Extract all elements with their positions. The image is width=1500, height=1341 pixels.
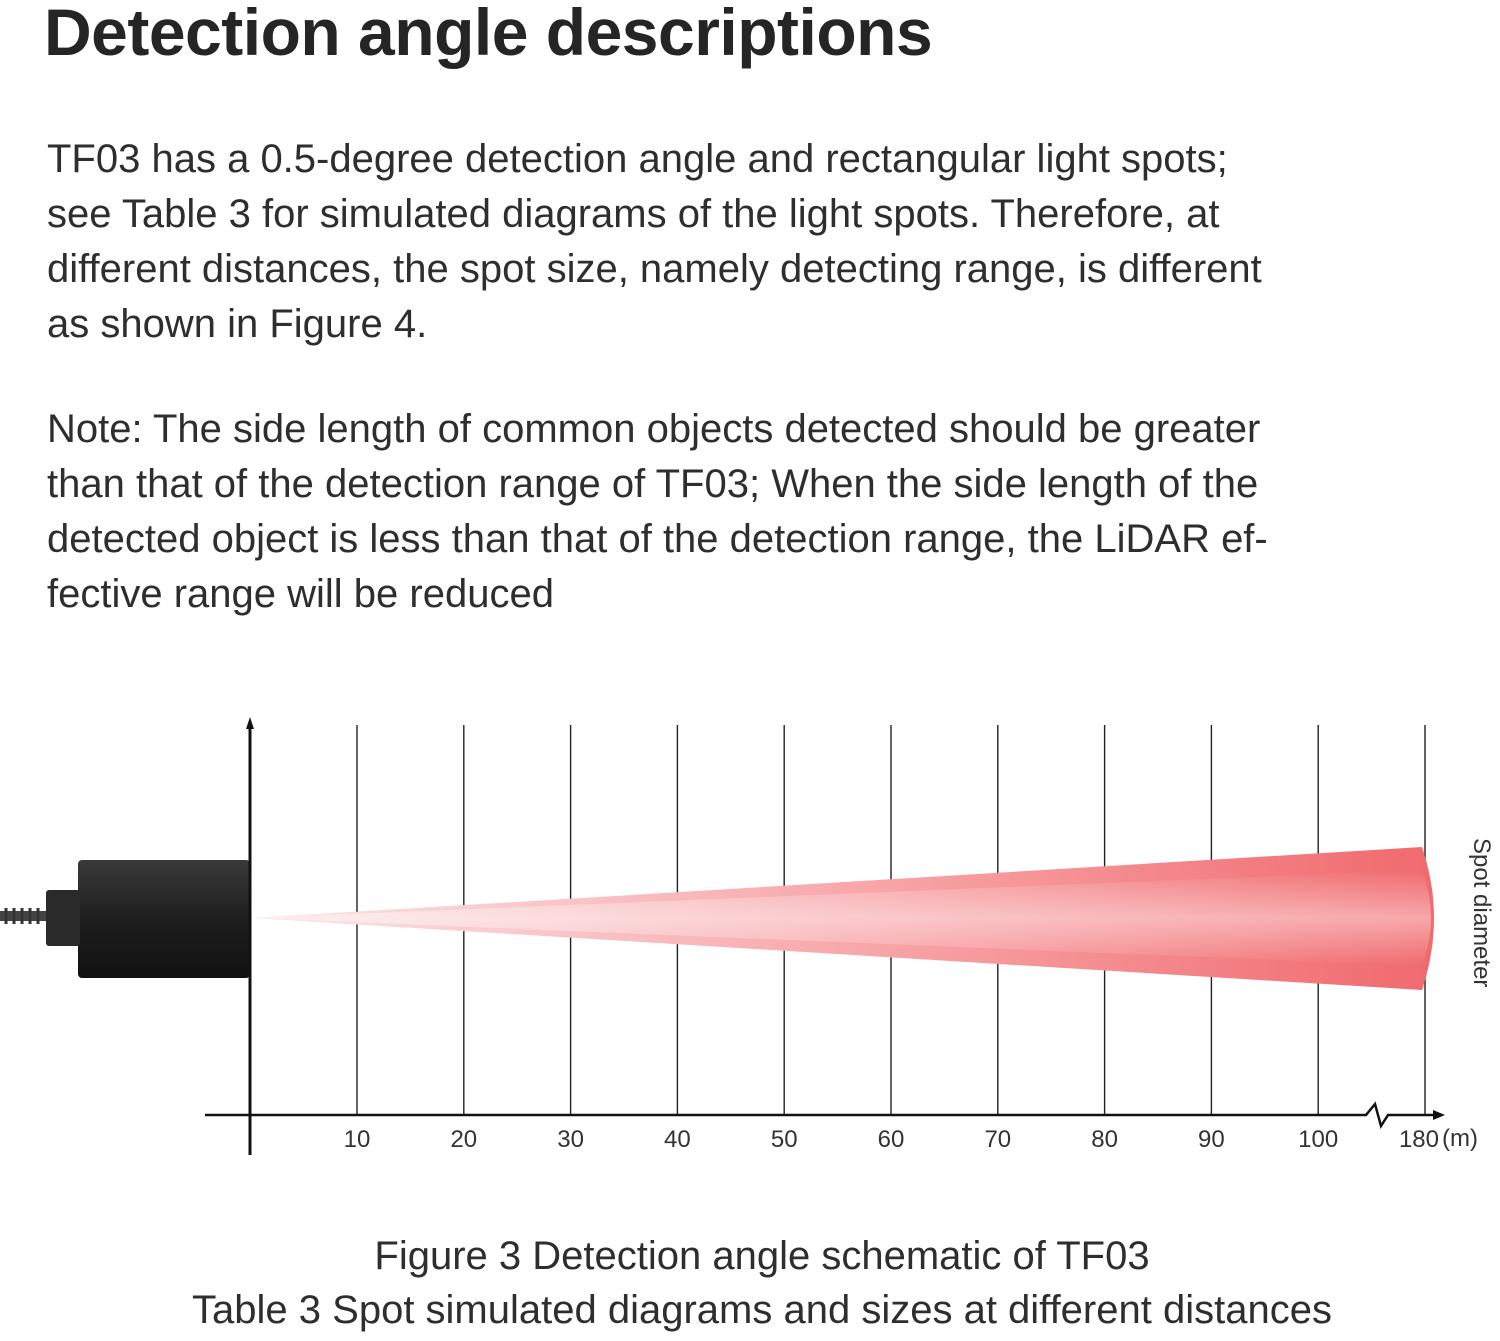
paragraph-line: fective range will be reduced (47, 572, 554, 616)
paragraph-line: TF03 has a 0.5-degree detection angle an… (47, 137, 1228, 181)
paragraph-line: detected object is less than that of the… (47, 517, 1268, 561)
table-caption: Table 3 Spot simulated diagrams and size… (192, 1288, 1332, 1332)
y-axis-label: Spot diameter (1468, 838, 1495, 987)
device-connector (46, 890, 80, 946)
page-title: Detection angle descriptions (44, 0, 933, 69)
description-paragraph: TF03 has a 0.5-degree detection angle an… (47, 132, 1467, 352)
tick-label-80: 80 (1091, 1126, 1118, 1153)
tick-label-180: 180 (1399, 1126, 1439, 1153)
y-axis-arrow-icon (246, 717, 254, 729)
paragraph-line: Note: The side length of common objects … (47, 407, 1261, 451)
tick-label-10: 10 (344, 1126, 371, 1153)
x-axis-tick-labels: 10 20 30 40 50 60 70 80 90 100 180 (344, 1126, 1439, 1153)
tick-label-30: 30 (557, 1126, 584, 1153)
paragraph-line: see Table 3 for simulated diagrams of th… (47, 192, 1220, 236)
tick-label-60: 60 (878, 1126, 905, 1153)
tick-label-90: 90 (1198, 1126, 1225, 1153)
x-axis (205, 1101, 1436, 1130)
laser-beam-highlight (252, 870, 1431, 966)
x-axis-arrow-icon (1433, 1110, 1445, 1120)
cable-icon (0, 908, 46, 924)
tick-label-40: 40 (664, 1126, 691, 1153)
tick-label-50: 50 (771, 1126, 798, 1153)
paragraph-line: different distances, the spot size, name… (47, 247, 1262, 291)
device-body (78, 860, 250, 978)
tick-label-20: 20 (450, 1126, 477, 1153)
axes (205, 717, 1445, 1155)
x-axis-unit-label: (m) (1442, 1125, 1478, 1152)
tick-label-100: 100 (1298, 1126, 1338, 1153)
detection-angle-diagram: 10 20 30 40 50 60 70 80 90 100 180 (m) Spot diamet… (0, 717, 1495, 1155)
paragraph-line: than that of the detection range of TF03… (47, 462, 1259, 506)
lidar-device (0, 860, 250, 978)
figure-caption: Figure 3 Detection angle schematic of TF… (374, 1234, 1150, 1278)
note-paragraph: Note: The side length of common objects … (47, 402, 1467, 622)
tick-label-70: 70 (984, 1126, 1011, 1153)
paragraph-line: as shown in Figure 4. (47, 302, 428, 346)
